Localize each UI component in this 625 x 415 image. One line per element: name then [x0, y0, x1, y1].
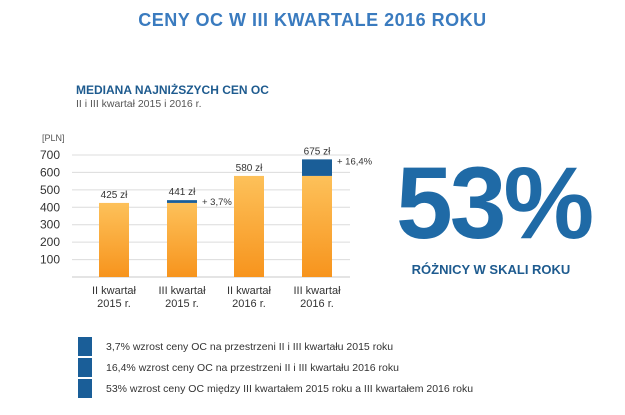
x-tick-label: 2016 r. — [232, 298, 266, 310]
legend: 3,7% wzrost ceny OC na przestrzeni II i … — [78, 337, 473, 400]
bar-increase — [302, 159, 332, 176]
y-tick-label: 700 — [40, 148, 60, 162]
bar — [99, 202, 129, 277]
y-axis-unit-label: [PLN] — [42, 133, 65, 143]
y-tick-label: 600 — [40, 165, 60, 179]
y-tick-label: 300 — [40, 218, 60, 232]
bar-chart: 100 200 300 400 500 600 700 [PLN] 425 zł II kwar… — [40, 133, 373, 310]
bar — [302, 175, 332, 277]
value-label: 441 zł — [169, 187, 196, 198]
main-title: CENY OC W III KWARTALE 2016 ROKU — [138, 10, 487, 30]
y-tick-label: 500 — [40, 183, 60, 197]
increase-label: + 16,4% — [337, 156, 373, 167]
bar — [234, 175, 264, 277]
legend-text: 53% wzrost ceny OC między III kwartałem … — [106, 382, 474, 395]
legend-text: 16,4% wzrost ceny OC na przestrzeni II i… — [106, 361, 399, 374]
value-label: 425 zł — [101, 190, 128, 201]
legend-swatch — [78, 358, 92, 377]
legend-item: 53% wzrost ceny OC między III kwartałem … — [78, 379, 473, 398]
x-tick-label: 2016 r. — [300, 298, 334, 310]
y-axis: 100 200 300 400 500 600 700 [PLN] — [40, 133, 65, 267]
x-tick-label: II kwartał — [92, 285, 137, 297]
y-tick-label: 400 — [40, 200, 60, 214]
x-tick-label: II kwartał — [227, 285, 272, 297]
bar — [167, 202, 197, 277]
legend-swatch — [78, 337, 92, 356]
increase-label: + 3,7% — [202, 197, 232, 208]
bars — [99, 159, 332, 277]
y-tick-label: 100 — [40, 253, 60, 267]
x-tick-label: III kwartał — [158, 285, 206, 297]
big-percentage-caption: RÓŻNICY W SKALI ROKU — [411, 262, 571, 277]
bar-increase — [167, 200, 197, 203]
value-label: 580 zł — [236, 163, 263, 174]
legend-swatch — [78, 379, 92, 398]
chart-subtitle: MEDIANA NAJNIŻSZYCH CEN OC — [76, 83, 269, 97]
x-tick-label: 2015 r. — [97, 298, 131, 310]
big-percentage: 53% — [396, 146, 594, 260]
x-tick-label: III kwartał — [293, 285, 341, 297]
legend-item: 16,4% wzrost ceny OC na przestrzeni II i… — [78, 358, 473, 377]
x-tick-label: 2015 r. — [165, 298, 199, 310]
chart-period: II i III kwartał 2015 i 2016 r. — [76, 98, 202, 110]
y-tick-label: 200 — [40, 235, 60, 249]
legend-text: 3,7% wzrost ceny OC na przestrzeni II i … — [106, 340, 394, 353]
legend-item: 3,7% wzrost ceny OC na przestrzeni II i … — [78, 337, 473, 356]
value-label: 675 zł — [304, 146, 331, 157]
